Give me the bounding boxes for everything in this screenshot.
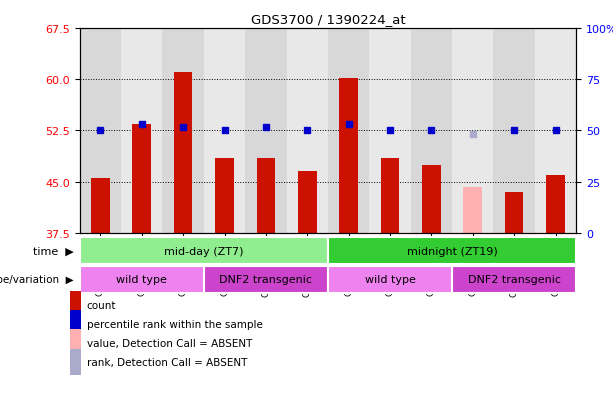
- Text: genotype/variation  ▶: genotype/variation ▶: [0, 275, 74, 285]
- Bar: [493, 29, 535, 233]
- Text: rank, Detection Call = ABSENT: rank, Detection Call = ABSENT: [86, 357, 247, 367]
- Text: value, Detection Call = ABSENT: value, Detection Call = ABSENT: [86, 338, 252, 348]
- Bar: [70, 311, 82, 337]
- Text: midnight (ZT19): midnight (ZT19): [406, 246, 498, 256]
- Bar: [215, 158, 234, 233]
- Bar: [340, 78, 358, 233]
- Text: DNF2 transgenic: DNF2 transgenic: [468, 275, 561, 285]
- Bar: [287, 29, 328, 233]
- Bar: [80, 29, 121, 233]
- Text: mid-day (ZT7): mid-day (ZT7): [164, 246, 243, 256]
- Bar: [70, 292, 82, 318]
- Bar: [204, 266, 328, 293]
- Bar: [328, 29, 369, 233]
- Bar: [121, 29, 162, 233]
- Bar: [70, 330, 82, 356]
- Text: DNF2 transgenic: DNF2 transgenic: [219, 275, 313, 285]
- Bar: [174, 73, 192, 233]
- Bar: [328, 266, 452, 293]
- Text: wild type: wild type: [116, 275, 167, 285]
- Bar: [80, 237, 328, 264]
- Text: percentile rank within the sample: percentile rank within the sample: [86, 319, 262, 329]
- Bar: [91, 179, 110, 233]
- Bar: [505, 192, 524, 233]
- Bar: [381, 158, 399, 233]
- Text: wild type: wild type: [365, 275, 416, 285]
- Bar: [452, 29, 493, 233]
- Bar: [257, 158, 275, 233]
- Bar: [422, 165, 441, 233]
- Bar: [204, 29, 245, 233]
- Bar: [70, 349, 82, 375]
- Bar: [80, 266, 204, 293]
- Bar: [546, 176, 565, 233]
- Bar: [245, 29, 286, 233]
- Bar: [369, 29, 411, 233]
- Bar: [463, 188, 482, 233]
- Text: time  ▶: time ▶: [33, 246, 74, 256]
- Text: count: count: [86, 300, 116, 310]
- Bar: [535, 29, 576, 233]
- Bar: [411, 29, 452, 233]
- Title: GDS3700 / 1390224_at: GDS3700 / 1390224_at: [251, 13, 405, 26]
- Bar: [132, 124, 151, 233]
- Bar: [328, 237, 576, 264]
- Bar: [298, 172, 316, 233]
- Bar: [162, 29, 204, 233]
- Bar: [452, 266, 576, 293]
